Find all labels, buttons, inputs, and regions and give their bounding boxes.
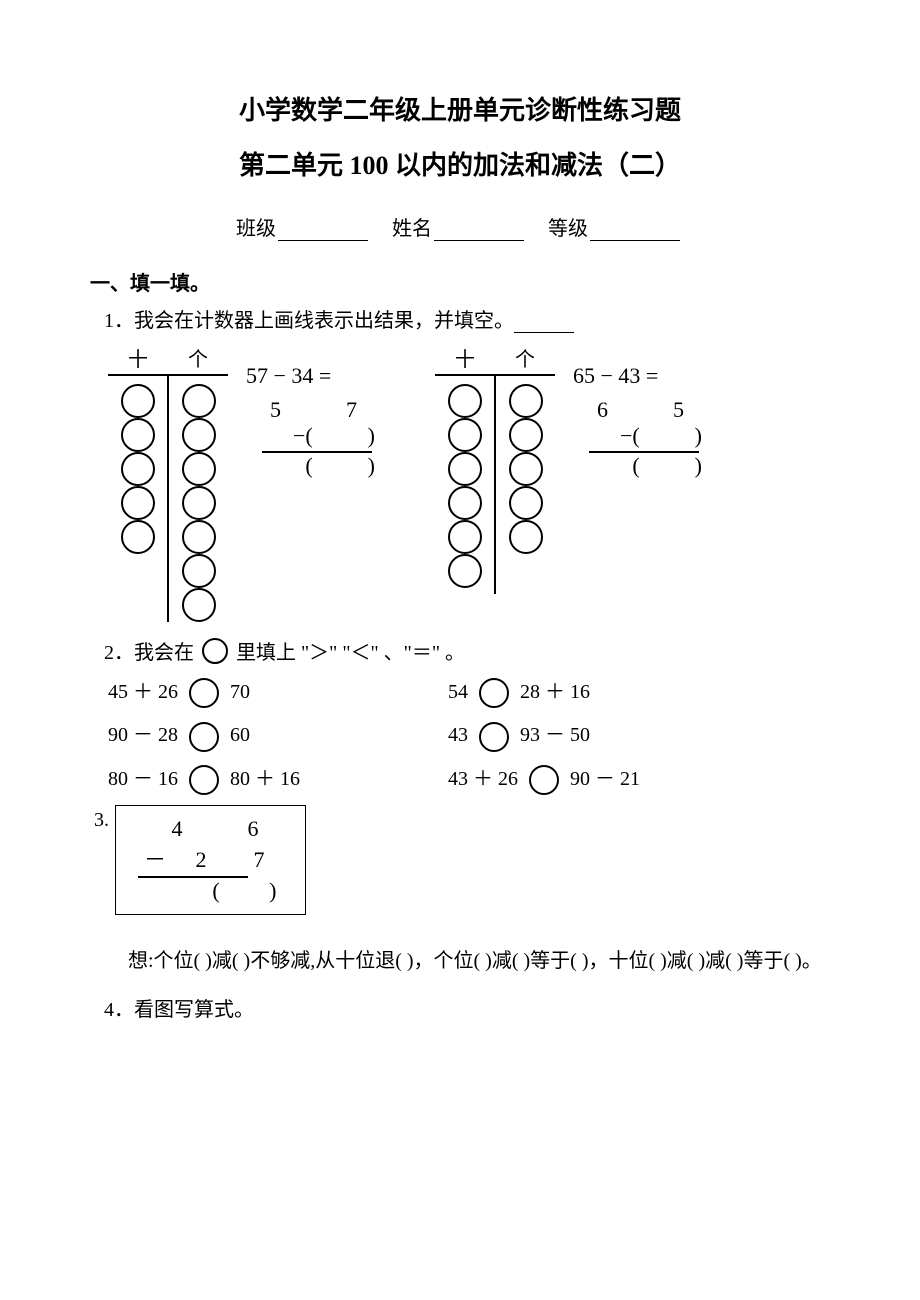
q1-left-minus[interactable]: −( ) [270, 423, 375, 449]
q1-right-result[interactable]: ( ) [597, 453, 702, 479]
q2-rows: 45 ＋ 26 70 54 28 ＋ 16 90 － 28 60 43 93 －… [108, 675, 830, 795]
abacus-right-ones-col [496, 376, 555, 594]
compare-circle[interactable] [479, 722, 509, 752]
name-blank[interactable] [434, 220, 524, 241]
q1-trailing-blank [514, 314, 574, 333]
student-info-line: 班级 姓名 等级 [90, 212, 830, 241]
worksheet-page: 小学数学二年级上册单元诊断性练习题 第二单元 100 以内的加法和减法（二） 班… [0, 0, 920, 1022]
compare-circle[interactable] [189, 765, 219, 795]
q3-label: 3. [94, 805, 109, 832]
class-blank[interactable] [278, 220, 368, 241]
abacus-bead [121, 452, 155, 486]
compare-circle[interactable] [189, 678, 219, 708]
abacus-bead [509, 452, 543, 486]
q2-r1-l2: 70 [230, 681, 250, 703]
q2-suffix: 里填上 "＞" "＜" 、"＝" 。 [236, 642, 465, 664]
page-title-sub: 第二单元 100 以内的加法和减法（二） [90, 145, 830, 182]
q1-right-minus[interactable]: −( ) [597, 423, 702, 449]
abacus-bead [182, 554, 216, 588]
abacus-bead [448, 520, 482, 554]
q1-right-top: 6 5 [597, 397, 702, 423]
q3-minus: － 2 7 [144, 842, 277, 874]
q2-r2-l1: 90 － 28 [108, 724, 178, 746]
q2-row-2: 90 － 28 60 43 93 － 50 [108, 718, 830, 751]
q1-left-equation: 57 − 34 = [246, 363, 375, 389]
question-4: 4．看图写算式。 [104, 993, 830, 1022]
q1-left-result[interactable]: ( ) [270, 453, 375, 479]
q1-left-top: 5 7 [270, 397, 375, 423]
section-1-header: 一、填一填。 [90, 267, 830, 296]
abacus-tens-label: 十 [128, 343, 148, 372]
abacus-tens-label: 十 [455, 343, 475, 372]
q2-prefix: 2．我会在 [104, 642, 194, 664]
abacus-bead [121, 520, 155, 554]
abacus-ones-label: 个 [188, 343, 208, 372]
circle-icon [202, 638, 228, 664]
abacus-right: 十 个 [435, 343, 555, 594]
q1-abacus-area: 十 个 57 − 34 = 5 7 −( ) ( ) [108, 343, 830, 622]
q2-r2-r2: 93 － 50 [520, 724, 590, 746]
abacus-bead [182, 486, 216, 520]
abacus-bead [448, 418, 482, 452]
q1-right-equation: 65 − 43 = [573, 363, 702, 389]
name-label: 姓名 [392, 218, 432, 240]
q1-right-math: 65 − 43 = 6 5 −( ) ( ) [573, 343, 702, 479]
question-1: 1．我会在计数器上画线表示出结果，并填空。 [104, 304, 830, 333]
abacus-bead [509, 384, 543, 418]
q2-r1-r2: 28 ＋ 16 [520, 681, 590, 703]
q2-r1-r1: 54 [448, 681, 468, 703]
abacus-left-tens-col [108, 376, 169, 622]
q2-r3-r1: 43 ＋ 26 [448, 768, 518, 790]
abacus-bead [121, 384, 155, 418]
abacus-left: 十 个 [108, 343, 228, 622]
q2-r3-r2: 90 － 21 [570, 768, 640, 790]
question-2: 2．我会在 里填上 "＞" "＜" 、"＝" 。 [104, 636, 830, 665]
question-3: 3. 4 6 － 2 7 ( ) [94, 805, 830, 915]
q3-top: 4 6 [144, 816, 277, 842]
q2-r2-r1: 43 [448, 724, 468, 746]
compare-circle[interactable] [529, 765, 559, 795]
abacus-right-tens-col [435, 376, 496, 594]
compare-circle[interactable] [189, 722, 219, 752]
abacus-bead [448, 452, 482, 486]
page-title-main: 小学数学二年级上册单元诊断性练习题 [90, 90, 830, 127]
abacus-bead [182, 452, 216, 486]
abacus-bead [509, 418, 543, 452]
question-1-text: 1．我会在计数器上画线表示出结果，并填空。 [104, 310, 514, 332]
q2-r3-l1: 80 － 16 [108, 768, 178, 790]
q2-r2-l2: 60 [230, 724, 250, 746]
q2-r1-l1: 45 ＋ 26 [108, 681, 178, 703]
q1-right-block: 十 个 65 − 43 = 6 5 −( ) ( ) [435, 343, 702, 622]
abacus-ones-label: 个 [515, 343, 535, 372]
q2-r3-l2: 80 ＋ 16 [230, 768, 300, 790]
abacus-bead [182, 520, 216, 554]
q2-row-1: 45 ＋ 26 70 54 28 ＋ 16 [108, 675, 830, 708]
abacus-bead [448, 554, 482, 588]
q1-left-math: 57 − 34 = 5 7 −( ) ( ) [246, 343, 375, 479]
abacus-bead [182, 588, 216, 622]
compare-circle[interactable] [479, 678, 509, 708]
grade-label: 等级 [548, 218, 588, 240]
abacus-bead [448, 384, 482, 418]
q2-row-3: 80 － 16 80 ＋ 16 43 ＋ 26 90 － 21 [108, 762, 830, 795]
abacus-bead [121, 486, 155, 520]
abacus-bead [121, 418, 155, 452]
abacus-bead [448, 486, 482, 520]
q3-box: 4 6 － 2 7 ( ) [115, 805, 306, 915]
q1-left-block: 十 个 57 − 34 = 5 7 −( ) ( ) [108, 343, 375, 622]
q3-think-text[interactable]: 想:个位( )减( )不够减,从十位退( )，个位( )减( )等于( )，十位… [128, 941, 830, 981]
grade-blank[interactable] [590, 220, 680, 241]
q3-result[interactable]: ( ) [144, 878, 277, 904]
abacus-bead [182, 418, 216, 452]
abacus-left-ones-col [169, 376, 228, 622]
class-label: 班级 [236, 218, 276, 240]
abacus-bead [509, 486, 543, 520]
abacus-bead [509, 520, 543, 554]
abacus-bead [182, 384, 216, 418]
